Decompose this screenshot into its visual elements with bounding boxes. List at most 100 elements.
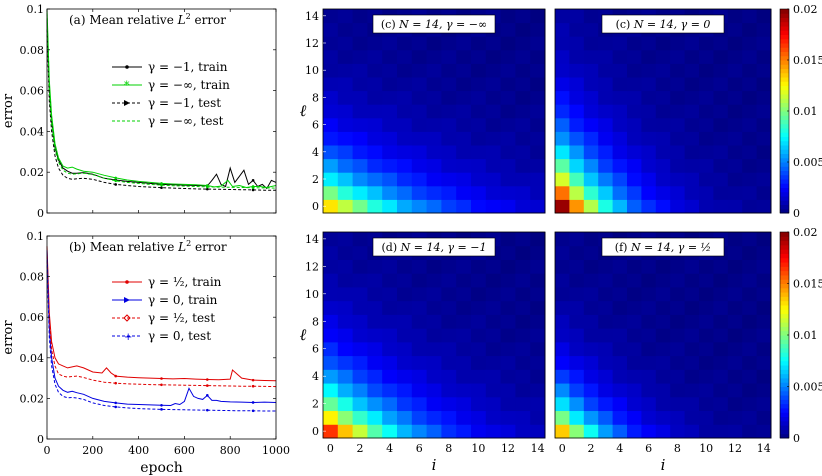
heatmap-cell	[684, 383, 700, 398]
colorbar-segment	[780, 119, 789, 125]
heatmap-cell	[670, 410, 686, 425]
heatmap-cell	[426, 328, 442, 343]
heatmap-cell	[352, 199, 368, 214]
heatmap-cell	[569, 232, 585, 247]
series-line	[46, 256, 277, 388]
heatmap-cell	[397, 341, 413, 357]
heatmap-cell	[441, 286, 457, 302]
colorbar-segment	[780, 9, 789, 14]
heatmap-cell	[727, 117, 743, 132]
heatmap-cell	[352, 232, 368, 247]
colorbar-segment	[780, 249, 789, 254]
y-tick-label: 14	[305, 10, 319, 23]
heatmap-cell	[337, 104, 354, 119]
heatmap-cell	[627, 383, 642, 398]
heatmap-cell	[583, 383, 599, 398]
heatmap-cell	[411, 185, 428, 200]
heatmap-cell	[352, 77, 368, 92]
colorbar-segment	[780, 322, 789, 327]
heatmap-cell	[471, 314, 487, 329]
heatmap-cell	[612, 104, 628, 119]
heatmap-cell	[569, 131, 585, 146]
y-tick-label: 0.06	[20, 85, 45, 98]
heatmap-cell	[352, 314, 368, 329]
heatmap-cell	[485, 286, 502, 302]
colorbar-segment	[780, 365, 789, 370]
heatmap-cell	[641, 90, 657, 105]
series-line	[46, 250, 277, 407]
colorbar-tick-label: 0	[793, 207, 800, 220]
heatmap-cell	[756, 259, 772, 274]
y-axis-label: error	[1, 93, 16, 128]
heatmap-cell	[471, 131, 487, 146]
colorbar-segment	[780, 13, 789, 18]
colorbar-segment	[780, 153, 789, 159]
heatmap-cell	[530, 273, 546, 288]
heatmap-cell	[555, 158, 570, 173]
heatmap-cell	[323, 117, 339, 132]
heatmap-cell	[515, 158, 531, 173]
heatmap-cell	[583, 245, 599, 260]
heatmap-cell	[670, 396, 686, 412]
y-tick-label: 14	[305, 233, 319, 246]
heatmap-cell	[441, 328, 457, 343]
heatmap-cell	[583, 314, 599, 329]
heatmap-cell	[382, 341, 398, 357]
heatmap-cell	[515, 49, 531, 64]
heatmap-cell	[569, 172, 585, 187]
heatmap-cell	[397, 300, 413, 315]
heatmap-cell	[756, 36, 772, 51]
colorbar-segment	[780, 204, 789, 210]
heatmap-cell	[699, 90, 714, 105]
heatmap-cell	[367, 158, 383, 173]
heatmap-cell	[612, 355, 628, 370]
y-tick-label: 8	[312, 315, 319, 328]
heatmap-cell	[500, 36, 516, 51]
heatmap-cell	[742, 410, 758, 425]
heatmap-cell	[426, 90, 442, 105]
heatmap-cell	[382, 369, 398, 384]
heatmap-cell	[684, 286, 700, 302]
heatmap-cell	[641, 158, 657, 173]
heatmap-cell	[569, 90, 585, 105]
heatmap-cell	[713, 286, 729, 302]
heatmap-cell	[367, 90, 383, 105]
colorbar-segment	[780, 412, 789, 418]
heatmap-cell	[411, 49, 428, 64]
heatmap-cell	[515, 9, 531, 24]
heatmap-cell	[397, 117, 413, 132]
heatmap-cell	[441, 396, 457, 412]
heatmap-cell	[699, 355, 714, 370]
heatmap-cell	[670, 355, 686, 370]
heatmap-cell	[756, 355, 772, 370]
heatmap-cell	[382, 273, 398, 288]
heatmap-cell	[411, 199, 428, 214]
heatmap-cell	[397, 273, 413, 288]
heatmap-cell	[397, 145, 413, 160]
heatmap-cell	[756, 314, 772, 329]
heatmap-cell	[500, 117, 516, 132]
heatmap-cell	[742, 286, 758, 302]
heatmap-cell	[367, 131, 383, 146]
heatmap-cell	[367, 314, 383, 329]
heatmap-cell	[456, 259, 472, 274]
colorbar-c2: 0 0.005 0.01 0.015 0.02	[779, 3, 822, 220]
heatmap-cell	[713, 77, 729, 92]
heatmap-cell	[471, 77, 487, 92]
heatmap-cell	[500, 49, 516, 64]
heatmap-cell	[382, 286, 398, 302]
heatmap-cell	[627, 158, 642, 173]
heatmap-cell	[323, 341, 339, 357]
colorbar-segment	[780, 369, 789, 375]
heatmap-cell	[713, 355, 729, 370]
heatmap-cell	[441, 104, 457, 119]
heatmap-cell	[500, 383, 516, 398]
heatmap-cell	[727, 369, 743, 384]
heatmap-cell	[655, 286, 671, 302]
heatmap-cell	[756, 273, 772, 288]
heatmap-cell	[670, 63, 686, 78]
heatmap-cell	[485, 314, 502, 329]
heatmap-cell	[471, 369, 487, 384]
colorbar-segment	[780, 266, 789, 272]
heatmap-cell	[485, 355, 502, 370]
